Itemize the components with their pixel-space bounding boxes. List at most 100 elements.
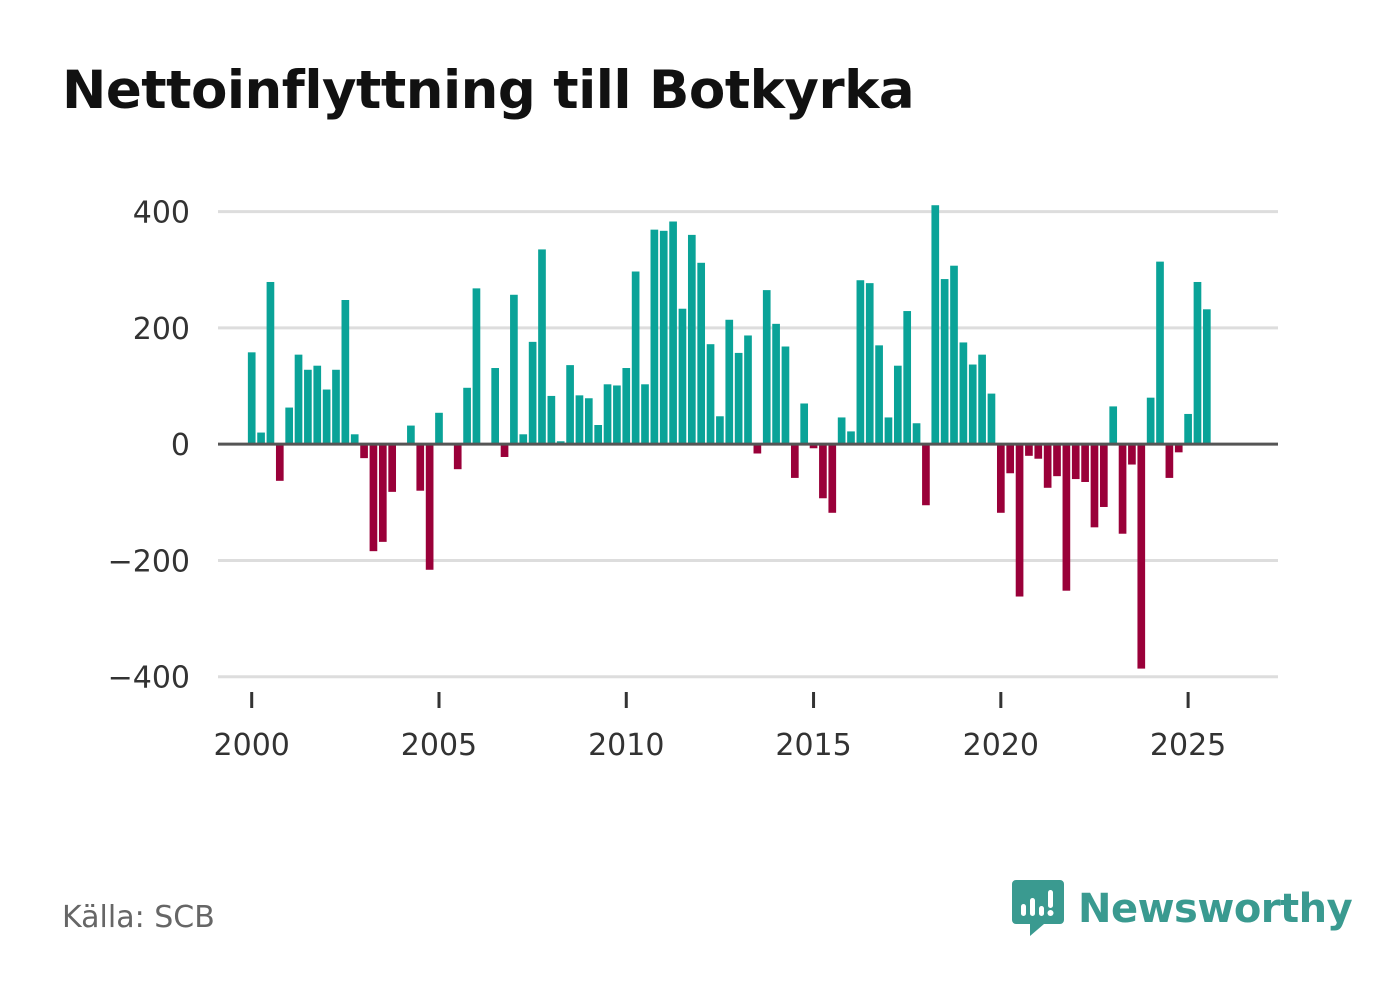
x-tick-label: 2010: [588, 728, 664, 763]
bar: [659, 230, 668, 445]
bar: [247, 352, 256, 445]
y-tick-label: −200: [108, 544, 190, 579]
bar: [912, 423, 921, 445]
x-tick-label: 2005: [401, 728, 477, 763]
brand-name: Newsworthy: [1078, 886, 1353, 932]
bar: [968, 364, 977, 445]
bar: [631, 271, 640, 445]
bar: [856, 280, 865, 445]
bar: [828, 444, 837, 513]
x-tick-label: 2000: [214, 728, 290, 763]
bar: [1099, 444, 1108, 507]
bar: [1128, 444, 1136, 465]
bar: [519, 434, 528, 445]
bar: [1118, 444, 1127, 534]
bar: [725, 319, 734, 445]
bar: [1034, 444, 1043, 459]
bar: [847, 431, 855, 445]
y-tick-label: 400: [133, 196, 190, 231]
bar: [940, 279, 949, 445]
bar: [884, 417, 893, 445]
bar: [575, 395, 584, 445]
bar: [1202, 309, 1211, 445]
x-tick-label: 2025: [1150, 728, 1226, 763]
bar: [360, 444, 368, 459]
bar: [1174, 444, 1183, 453]
bar: [425, 444, 434, 570]
bar: [584, 398, 593, 445]
y-tick-label: 0: [171, 428, 190, 463]
bar: [678, 308, 687, 445]
bar: [435, 412, 443, 445]
bar: [1109, 406, 1118, 445]
bar: [266, 281, 275, 445]
bar: [1090, 444, 1099, 528]
bar: [510, 294, 518, 445]
bar: [453, 444, 462, 470]
source-note: Källa: SCB: [62, 900, 215, 935]
bar: [350, 434, 359, 445]
bar: [987, 393, 996, 445]
bar: [1165, 444, 1174, 478]
bar: [996, 444, 1005, 513]
bar: [547, 395, 556, 445]
newsworthy-logo-icon: [1012, 880, 1064, 936]
bar: [641, 384, 649, 445]
gridlines: [218, 210, 1278, 679]
bar: [613, 385, 621, 445]
bar: [716, 416, 724, 445]
bar: [416, 444, 425, 491]
bar: [669, 221, 677, 445]
bar: [687, 234, 696, 445]
bar: [781, 346, 790, 445]
bar: [528, 341, 537, 445]
bar: [603, 384, 612, 445]
bar: [875, 345, 883, 445]
bar: [1156, 261, 1164, 445]
bar: [1015, 444, 1024, 597]
bar: [753, 444, 762, 454]
bar: [706, 344, 715, 445]
bars: [247, 205, 1211, 669]
bar: [369, 444, 378, 552]
bar: [809, 444, 818, 449]
bar: [762, 290, 771, 445]
bar: [304, 369, 312, 445]
bar: [500, 444, 509, 457]
bar: [893, 365, 902, 445]
bar: [837, 417, 846, 445]
bar: [950, 265, 958, 445]
bar: [594, 425, 603, 445]
bar: [1146, 397, 1155, 445]
bar: [1053, 444, 1061, 477]
bar: [1025, 444, 1033, 456]
bar: [800, 403, 809, 445]
bar: [322, 389, 331, 445]
bar: [378, 444, 387, 542]
bar: [566, 365, 574, 445]
bar: [922, 444, 930, 506]
bar: [650, 229, 659, 445]
bar: [294, 354, 303, 445]
bar: [1071, 444, 1080, 480]
bar: [1062, 444, 1071, 591]
bar: [332, 369, 340, 445]
bar: [1081, 444, 1089, 482]
bar: [285, 407, 294, 445]
bar: [275, 444, 284, 481]
bar: [341, 300, 350, 445]
bar: [1184, 413, 1192, 445]
bar: [1193, 281, 1202, 445]
bar: [407, 425, 415, 445]
bar: [1043, 444, 1052, 488]
x-tick-label: 2020: [963, 728, 1039, 763]
bar: [790, 444, 799, 478]
bar: [959, 342, 968, 445]
bar: [313, 365, 322, 445]
bar: [257, 432, 265, 445]
bar: [1006, 444, 1015, 474]
y-tick-label: 200: [133, 312, 190, 347]
x-tick-label: 2015: [775, 728, 851, 763]
